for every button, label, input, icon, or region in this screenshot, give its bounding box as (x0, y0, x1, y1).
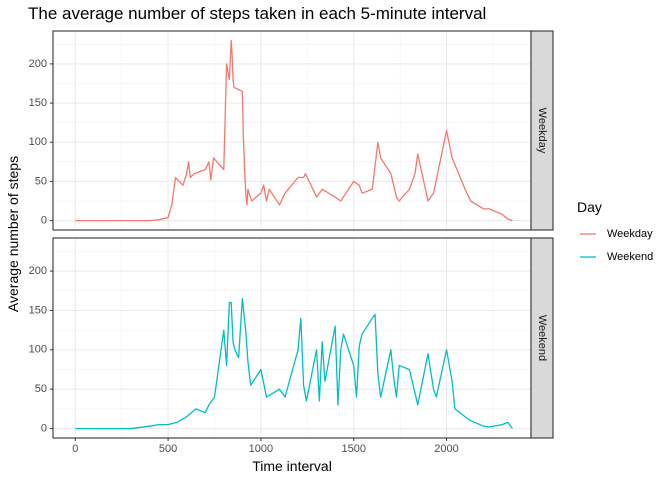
y-tick-label: 150 (29, 304, 47, 316)
legend-item-weekend: Weekend (580, 251, 653, 263)
y-tick-label: 100 (29, 344, 47, 356)
facet-strip (530, 30, 554, 231)
y-tick-label: 200 (29, 58, 47, 70)
x-axis-title: Time interval (252, 458, 332, 474)
panel-weekday: Weekday 0 50 100 150 200 (29, 30, 554, 231)
x-tick-label: 0 (72, 443, 78, 455)
y-tick-label: 150 (29, 97, 47, 109)
panel-background (53, 238, 531, 438)
x-tick-label: 500 (159, 443, 177, 455)
series-line-weekend (75, 297, 513, 430)
panel-background (53, 31, 531, 230)
y-tick-label: 0 (41, 422, 47, 434)
x-tick-label: 1500 (341, 443, 365, 455)
legend-label: Weekend (607, 251, 653, 263)
legend: Day Weekday Weekend (577, 199, 653, 263)
facet-strip (530, 237, 554, 439)
facet-strip-label: Weekday (536, 108, 548, 154)
y-axis-title: Average number of steps (5, 156, 21, 312)
x-tick-label: 2000 (434, 443, 458, 455)
legend-item-weekday: Weekday (580, 228, 653, 240)
chart-title: The average number of steps taken in eac… (28, 4, 486, 23)
y-tick-label: 0 (41, 215, 47, 227)
legend-label: Weekday (607, 228, 653, 240)
y-tick-label: 100 (29, 136, 47, 148)
y-tick-label: 50 (35, 175, 47, 187)
x-tick-label: 1000 (249, 443, 273, 455)
series-line-weekday (75, 39, 513, 222)
legend-items: Weekday Weekend (580, 228, 653, 263)
y-tick-label: 200 (29, 265, 47, 277)
legend-title: Day (577, 199, 602, 215)
y-tick-label: 50 (35, 383, 47, 395)
facet-strip-label: Weekend (536, 315, 548, 361)
